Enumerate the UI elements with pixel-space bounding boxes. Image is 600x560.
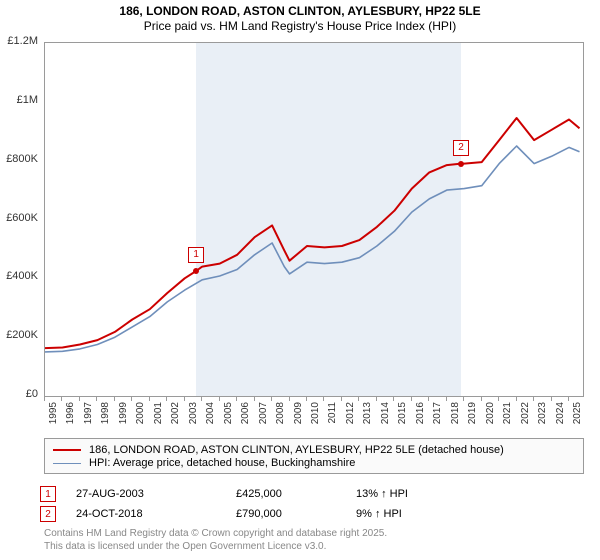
x-tick-label: 2005 [223, 402, 234, 432]
x-tick-label: 2011 [327, 402, 338, 432]
transaction-point-1 [193, 268, 199, 274]
chart-subtitle: Price paid vs. HM Land Registry's House … [0, 19, 600, 34]
transaction-marker: 2 [40, 506, 56, 522]
transactions-table: 1 27-AUG-2003£425,00013% ↑ HPI 2 24-OCT-201… [40, 484, 476, 524]
y-tick-label: £400K [4, 270, 38, 282]
legend-row: 186, LONDON ROAD, ASTON CLINTON, AYLESBU… [53, 444, 575, 456]
x-tick-label: 2016 [415, 402, 426, 432]
y-tick-label: £600K [4, 212, 38, 224]
transaction-date: 27-AUG-2003 [76, 488, 236, 500]
x-tick-label: 2017 [432, 402, 443, 432]
x-tick-label: 2024 [555, 402, 566, 432]
y-tick-label: £1M [4, 94, 38, 106]
x-tick-label: 2002 [170, 402, 181, 432]
x-tick-label: 2012 [345, 402, 356, 432]
legend-row: HPI: Average price, detached house, Buck… [53, 457, 575, 469]
x-tick-label: 1996 [65, 402, 76, 432]
legend: 186, LONDON ROAD, ASTON CLINTON, AYLESBU… [44, 438, 584, 474]
x-tick-label: 2000 [135, 402, 146, 432]
transaction-row: 2 24-OCT-2018£790,0009% ↑ HPI [40, 504, 476, 524]
x-tick-label: 2007 [258, 402, 269, 432]
x-tick-label: 2020 [485, 402, 496, 432]
x-tick-label: 2018 [450, 402, 461, 432]
footer-line-2: This data is licensed under the Open Gov… [44, 541, 387, 554]
transaction-row: 1 27-AUG-2003£425,00013% ↑ HPI [40, 484, 476, 504]
x-tick-label: 2009 [293, 402, 304, 432]
x-tick-label: 2010 [310, 402, 321, 432]
legend-label: HPI: Average price, detached house, Buck… [89, 457, 355, 469]
transaction-date: 24-OCT-2018 [76, 508, 236, 520]
transaction-label-1: 1 [188, 247, 204, 263]
x-tick-label: 2008 [275, 402, 286, 432]
transaction-pct: 13% ↑ HPI [356, 488, 476, 500]
x-tick-label: 1995 [48, 402, 59, 432]
x-tick-label: 2004 [205, 402, 216, 432]
x-tick-label: 2014 [380, 402, 391, 432]
transaction-pct: 9% ↑ HPI [356, 508, 476, 520]
x-tick-label: 2025 [572, 402, 583, 432]
x-tick-label: 2021 [502, 402, 513, 432]
x-tick-label: 2006 [240, 402, 251, 432]
chart-title-address: 186, LONDON ROAD, ASTON CLINTON, AYLESBU… [0, 4, 600, 19]
transaction-point-2 [458, 161, 464, 167]
x-tick-label: 2023 [537, 402, 548, 432]
x-tick-label: 1999 [118, 402, 129, 432]
x-tick-label: 2013 [362, 402, 373, 432]
x-tick-label: 1997 [83, 402, 94, 432]
legend-swatch [53, 463, 81, 464]
chart-svg [45, 43, 583, 396]
series-hpi [45, 146, 580, 352]
y-tick-label: £0 [4, 388, 38, 400]
y-tick-label: £1.2M [4, 35, 38, 47]
legend-swatch [53, 449, 81, 451]
x-tick-label: 2022 [520, 402, 531, 432]
x-tick-label: 2015 [397, 402, 408, 432]
chart-plot-area: 12 [44, 42, 584, 397]
x-tick-label: 1998 [100, 402, 111, 432]
y-tick-label: £200K [4, 329, 38, 341]
series-price_paid [45, 118, 580, 348]
transaction-marker: 1 [40, 486, 56, 502]
footer-attribution: Contains HM Land Registry data © Crown c… [44, 528, 387, 553]
legend-label: 186, LONDON ROAD, ASTON CLINTON, AYLESBU… [89, 444, 504, 456]
x-tick-label: 2001 [153, 402, 164, 432]
y-tick-label: £800K [4, 153, 38, 165]
transaction-label-2: 2 [453, 140, 469, 156]
x-tick-label: 2003 [188, 402, 199, 432]
x-tick-label: 2019 [467, 402, 478, 432]
transaction-price: £425,000 [236, 488, 356, 500]
transaction-price: £790,000 [236, 508, 356, 520]
footer-line-1: Contains HM Land Registry data © Crown c… [44, 528, 387, 541]
